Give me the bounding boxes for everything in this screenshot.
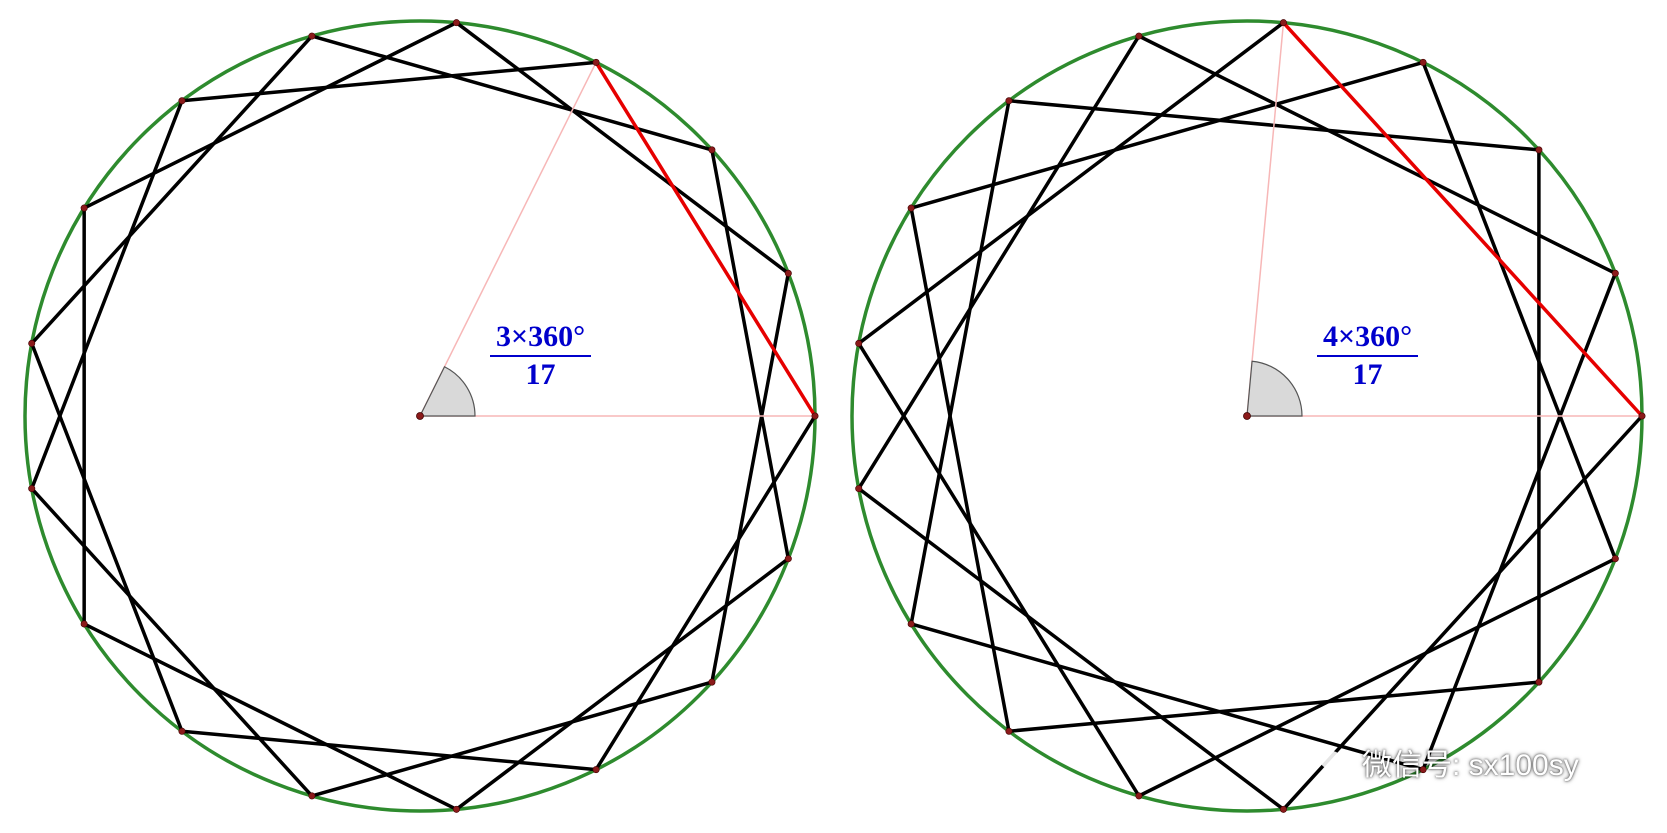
chord — [32, 489, 312, 796]
vertex-dot — [29, 340, 35, 346]
center-dot — [1244, 413, 1251, 420]
diagram-svg — [0, 0, 1667, 833]
vertex-dot — [856, 340, 862, 346]
vertex-dot — [179, 98, 185, 104]
chord — [911, 62, 1423, 208]
vertex-dot — [1639, 413, 1645, 419]
vertex-dot — [908, 621, 914, 627]
vertex-dot — [309, 793, 315, 799]
vertex-dot — [1536, 679, 1542, 685]
angle-sector — [1247, 361, 1302, 416]
chord — [32, 343, 182, 731]
vertex-dot — [908, 205, 914, 211]
diagram-stage: 3×360°174×360°17微信号: sx100sy — [0, 0, 1667, 833]
chord — [859, 36, 1139, 489]
angle-sector — [420, 367, 475, 416]
vertex-dot — [81, 205, 87, 211]
vertex-dot — [812, 413, 818, 419]
chord — [32, 101, 182, 489]
chord — [859, 343, 1139, 796]
vertex-dot — [179, 728, 185, 734]
vertex-dot — [1420, 59, 1426, 65]
vertex-dot — [593, 766, 599, 772]
vertex-dot — [785, 555, 791, 561]
vertex-dot — [856, 485, 862, 491]
vertex-dot — [1612, 270, 1618, 276]
chord — [32, 36, 312, 343]
center-dot — [417, 413, 424, 420]
chord — [596, 416, 815, 770]
chord — [911, 101, 1009, 624]
vertex-dot — [1136, 33, 1142, 39]
first-chord — [596, 62, 815, 416]
radius-line-rotated — [1247, 23, 1283, 416]
chord — [859, 23, 1284, 344]
vertex-dot — [453, 806, 459, 812]
vertex-dot — [1536, 147, 1542, 153]
vertex-dot — [785, 270, 791, 276]
vertex-dot — [1280, 19, 1286, 25]
chord — [456, 23, 788, 274]
chord — [312, 682, 712, 796]
chord — [1423, 62, 1615, 558]
chord — [859, 489, 1284, 810]
vertex-dot — [593, 59, 599, 65]
vertex-dot — [709, 679, 715, 685]
vertex-dot — [309, 33, 315, 39]
vertex-dot — [1420, 766, 1426, 772]
chord — [312, 36, 712, 150]
figure-left — [25, 19, 818, 812]
chord — [911, 208, 1009, 731]
chord — [1009, 682, 1539, 731]
vertex-dot — [1612, 555, 1618, 561]
vertex-dot — [1006, 98, 1012, 104]
vertex-dot — [1280, 806, 1286, 812]
radius-line-rotated — [420, 62, 596, 416]
vertex-dot — [1136, 793, 1142, 799]
chord — [1423, 273, 1615, 769]
figure-right — [852, 19, 1645, 812]
chord — [911, 624, 1423, 770]
vertex-dot — [709, 147, 715, 153]
vertex-dot — [1006, 728, 1012, 734]
chord — [456, 559, 788, 810]
vertex-dot — [453, 19, 459, 25]
vertex-dot — [29, 485, 35, 491]
vertex-dot — [81, 621, 87, 627]
